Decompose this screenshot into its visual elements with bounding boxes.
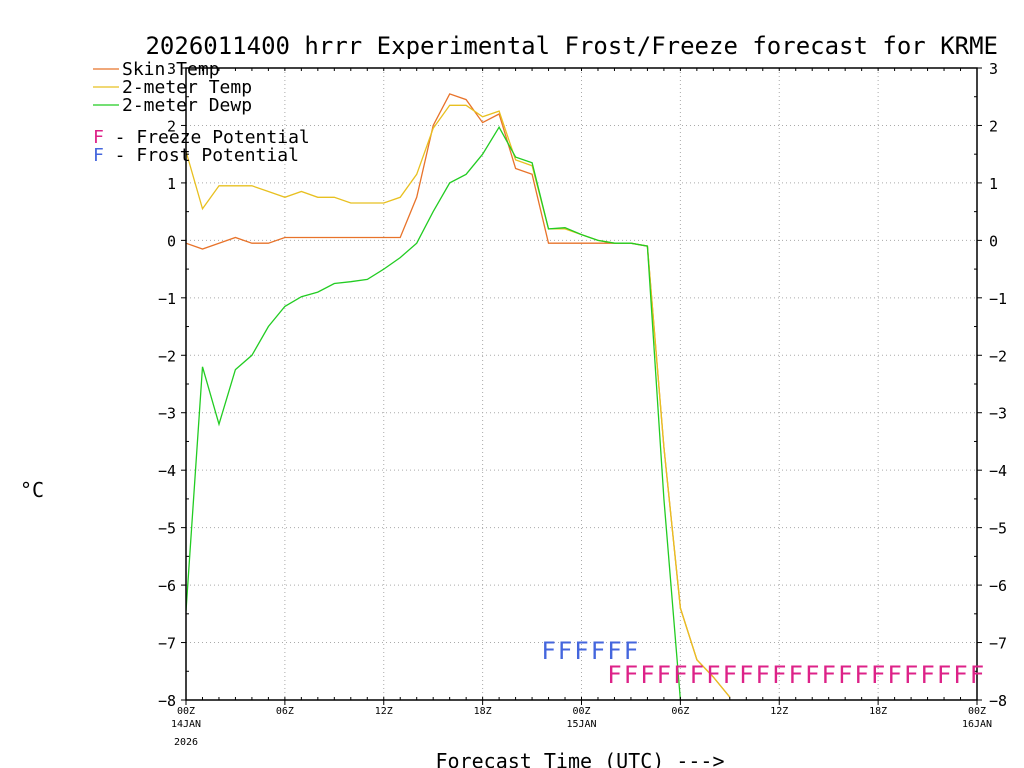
frost-flag: F [591, 637, 605, 665]
y-tick-label-left: −1 [158, 290, 176, 308]
freeze-flag: F [920, 661, 934, 689]
y-tick-label-left: −3 [158, 405, 176, 423]
y-tick-label-left: −4 [158, 462, 176, 480]
frost-flag: F [558, 637, 572, 665]
freeze-flag: F [706, 661, 720, 689]
y-tick-label-right: 3 [989, 60, 998, 78]
frost-flag: F [624, 637, 638, 665]
legend-flag-letter: F [93, 145, 104, 166]
y-tick-label-right: 1 [989, 175, 998, 193]
legend-flag-text: - Frost Potential [104, 145, 299, 166]
x-tick-label: 18Z [869, 706, 887, 717]
freeze-flag: F [871, 661, 885, 689]
y-tick-label-left: 0 [167, 232, 176, 250]
freeze-flag: F [673, 661, 687, 689]
x-tick-label: 12Z [770, 706, 788, 717]
x-tick-label: 06Z [276, 706, 294, 717]
y-tick-label-left: −8 [158, 692, 176, 710]
x-tick-label: 00Z [177, 706, 195, 717]
freeze-flag: F [657, 661, 671, 689]
freeze-flag: F [904, 661, 918, 689]
legend-label: 2-meter Dewp [122, 95, 252, 116]
frost-flag: F [574, 637, 588, 665]
y-tick-label-left: 3 [167, 60, 176, 78]
freeze-flag: F [640, 661, 654, 689]
y-tick-label-right: −8 [989, 692, 1007, 710]
y-tick-label-left: −7 [158, 635, 176, 653]
freeze-flag: F [739, 661, 753, 689]
y-tick-label-left: −2 [158, 347, 176, 365]
x-tick-label: 06Z [671, 706, 689, 717]
legend-label: Skin Temp [122, 59, 220, 80]
frost-flag: F [607, 637, 621, 665]
legend-flag-letter: F [93, 127, 104, 148]
x-tick-label: 18Z [474, 706, 492, 717]
x-tick-label: 12Z [375, 706, 393, 717]
y-tick-label-right: −4 [989, 462, 1007, 480]
x-axis: 00Z 14JAN 2026 06Z 12Z 18Z 00Z 15JAN 06Z 12Z 18Z 00… [171, 68, 992, 748]
y-tick-label-right: −3 [989, 405, 1007, 423]
freeze-flag: F [937, 661, 951, 689]
freeze-flag: F [624, 661, 638, 689]
y-tick-label-right: −2 [989, 347, 1007, 365]
y-tick-label-right: −6 [989, 577, 1007, 595]
freeze-flag: F [690, 661, 704, 689]
grid [186, 68, 977, 700]
freeze-flag: F [789, 661, 803, 689]
x-tick-date: 16JAN [962, 719, 992, 730]
freeze-flag: F [854, 661, 868, 689]
y-axis-label: °C [20, 478, 44, 502]
legend-flag-entry: F - Freeze Potential [93, 127, 310, 148]
freeze-flag: F [607, 661, 621, 689]
y-tick-label-left: 2 [167, 117, 176, 135]
series-line-2-meter-dewp [186, 125, 682, 700]
x-tick-year: 2026 [174, 737, 198, 748]
freeze-flag: F [756, 661, 770, 689]
y-axis: 3 3 2 2 1 1 0 0 −1 −1 −2 −2 −3 −3 −4 −4 −5 −5 −6 −6 −7 −7 −8 −8 [158, 60, 1007, 710]
y-tick-label-left: −5 [158, 520, 176, 538]
x-tick-label: 00Z [968, 706, 986, 717]
freeze-flag: F [887, 661, 901, 689]
chart-title: 2026011400 hrrr Experimental Frost/Freez… [145, 32, 998, 60]
legend-flag-entry: F - Frost Potential [93, 145, 299, 166]
x-axis-label: Forecast Time (UTC) ---> [436, 749, 725, 768]
frost-flag: F [541, 637, 555, 665]
legend-flag-text: - Freeze Potential [104, 127, 310, 148]
y-tick-label-left: 1 [167, 175, 176, 193]
y-tick-label-right: 0 [989, 232, 998, 250]
freeze-flag: F [723, 661, 737, 689]
freeze-flag: F [772, 661, 786, 689]
y-tick-label-right: −1 [989, 290, 1007, 308]
x-tick-date: 15JAN [566, 719, 596, 730]
y-tick-label-right: −5 [989, 520, 1007, 538]
y-tick-label-right: 2 [989, 117, 998, 135]
freeze-flag: F [953, 661, 967, 689]
freeze-flag: F [838, 661, 852, 689]
freeze-flag: F [821, 661, 835, 689]
freeze-flag: F [805, 661, 819, 689]
y-tick-label-right: −7 [989, 635, 1007, 653]
series-group [186, 93, 731, 700]
x-tick-label: 00Z [572, 706, 590, 717]
potential-flags: F F F F F FF F F F F F F F F F F F F F F F F F F F F F F [541, 637, 984, 689]
freeze-flag: F [970, 661, 984, 689]
legend-label: 2-meter Temp [122, 77, 252, 98]
x-tick-date: 14JAN [171, 719, 201, 730]
y-tick-label-left: −6 [158, 577, 176, 595]
